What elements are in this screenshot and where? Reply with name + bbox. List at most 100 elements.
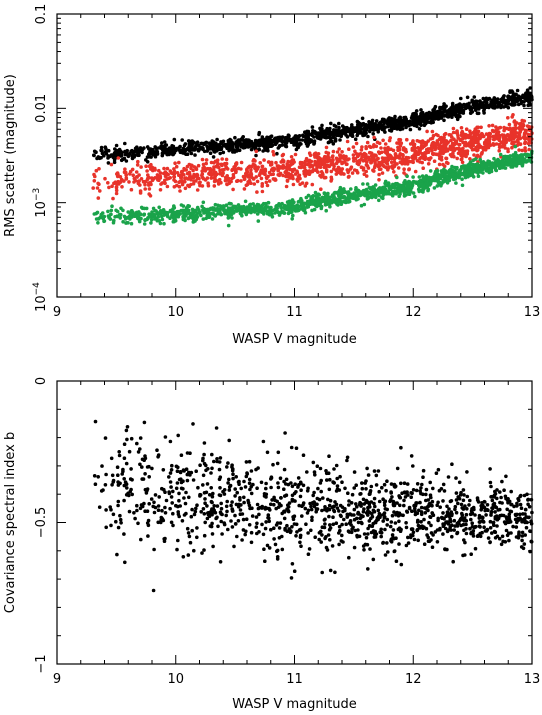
data-point	[153, 154, 158, 159]
data-point	[316, 170, 320, 174]
data-point	[231, 476, 235, 481]
data-point	[273, 542, 278, 547]
data-point	[350, 134, 355, 138]
data-point	[162, 221, 166, 226]
data-point	[262, 158, 266, 162]
data-point	[317, 537, 322, 542]
data-point	[205, 482, 210, 486]
data-point	[164, 143, 169, 147]
data-point	[152, 510, 157, 515]
data-point	[381, 497, 385, 502]
data-point	[421, 186, 426, 191]
data-point	[215, 206, 220, 211]
data-point	[236, 519, 241, 523]
data-point	[205, 210, 209, 215]
data-point	[145, 216, 150, 221]
data-point	[421, 475, 425, 480]
data-point	[244, 212, 249, 217]
data-point	[198, 180, 202, 185]
data-point	[162, 140, 167, 144]
data-point	[317, 164, 321, 169]
data-point	[200, 141, 204, 146]
data-point	[382, 482, 387, 487]
data-point	[193, 208, 198, 213]
data-point	[145, 169, 149, 173]
data-point	[333, 570, 337, 575]
data-point	[171, 523, 175, 528]
data-point	[266, 136, 271, 140]
data-point	[175, 209, 180, 214]
data-point	[394, 182, 398, 187]
data-point	[439, 155, 444, 159]
data-points	[92, 419, 534, 593]
data-point	[228, 144, 232, 149]
data-point	[502, 125, 506, 130]
data-point	[172, 206, 177, 210]
data-point	[217, 477, 222, 482]
data-point	[379, 531, 384, 535]
data-point	[239, 142, 244, 146]
data-point	[116, 156, 121, 160]
data-point	[104, 508, 108, 512]
data-point	[147, 187, 152, 191]
data-point	[427, 116, 431, 121]
data-point	[495, 97, 500, 101]
data-point	[166, 214, 170, 219]
data-point	[204, 158, 209, 162]
data-point	[481, 134, 485, 138]
data-point	[95, 186, 100, 190]
data-point	[429, 113, 434, 117]
data-point	[356, 152, 360, 157]
data-point	[123, 217, 128, 221]
data-point	[298, 494, 303, 499]
data-point	[413, 169, 418, 174]
data-point	[463, 171, 468, 176]
data-point	[96, 221, 100, 225]
data-point	[442, 118, 446, 123]
data-point	[426, 139, 431, 143]
data-point	[344, 129, 349, 133]
data-point	[220, 532, 224, 536]
data-point	[488, 131, 493, 136]
data-point	[333, 197, 338, 201]
data-point	[239, 179, 243, 183]
data-point	[335, 506, 340, 510]
data-point	[402, 171, 406, 175]
data-point	[299, 544, 303, 548]
data-point	[397, 542, 401, 546]
data-point	[359, 157, 363, 162]
data-point	[456, 104, 460, 108]
data-point	[278, 171, 283, 176]
data-point	[272, 537, 276, 541]
data-point	[452, 528, 457, 532]
data-point	[498, 152, 503, 157]
data-point	[280, 201, 284, 206]
data-point	[334, 161, 339, 166]
data-point	[217, 145, 222, 150]
data-point	[126, 154, 131, 159]
data-point	[306, 162, 310, 167]
data-point	[408, 142, 413, 146]
data-point	[380, 171, 385, 175]
data-point	[119, 158, 124, 163]
data-point	[411, 530, 416, 535]
data-point	[424, 487, 429, 492]
data-point	[242, 187, 247, 191]
data-point	[390, 513, 395, 518]
data-point	[479, 105, 484, 109]
data-point	[330, 131, 335, 135]
data-point	[138, 462, 142, 467]
data-point	[375, 123, 379, 128]
data-point	[281, 152, 286, 157]
series-1	[92, 419, 534, 593]
data-point	[276, 481, 280, 485]
data-point	[315, 197, 319, 202]
data-point	[482, 111, 486, 115]
data-point	[394, 118, 399, 123]
data-point	[338, 200, 343, 204]
y-tick-label: 10−4	[32, 282, 49, 312]
data-point	[228, 137, 232, 142]
data-point	[202, 452, 206, 457]
data-point	[524, 96, 528, 101]
data-point	[325, 191, 330, 196]
